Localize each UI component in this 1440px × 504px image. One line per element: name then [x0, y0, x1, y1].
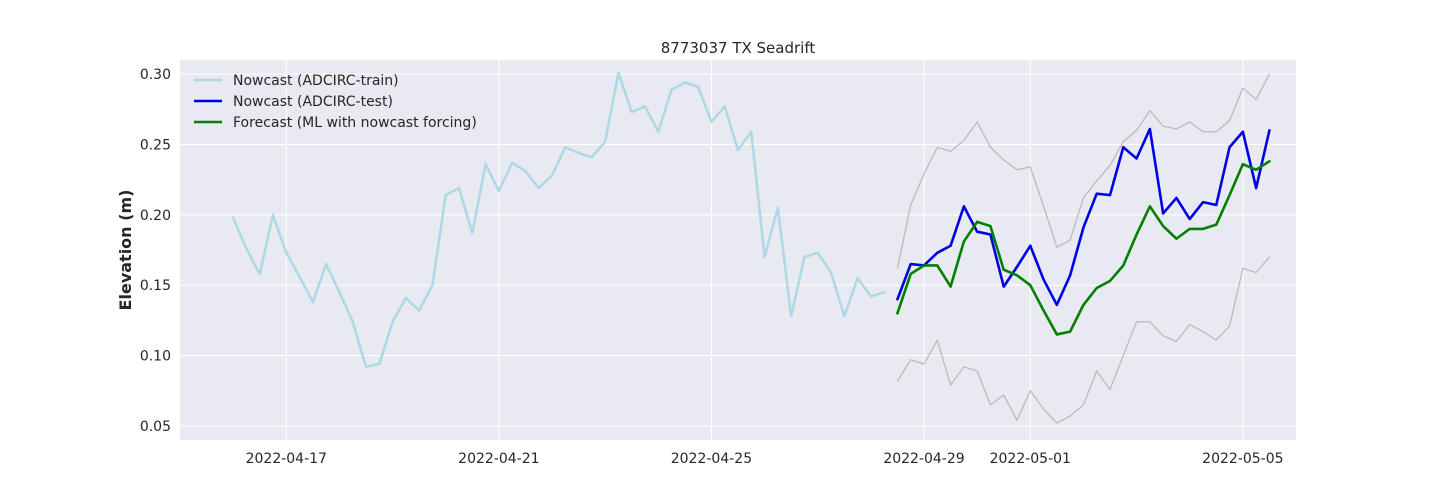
- plot-background: [180, 60, 1296, 440]
- y-axis-label: Elevation (m): [116, 190, 135, 311]
- series-line-forecast-ml-with-nowcast-forcing: [896, 160, 1271, 336]
- chart-title: 8773037 TX Seadrift: [661, 39, 816, 57]
- legend-label: Nowcast (ADCIRC-train): [233, 73, 399, 89]
- y-tick-label: 0.20: [140, 208, 171, 224]
- x-tick-label: 2022-04-17: [246, 451, 327, 467]
- series-line-lower-bound: [896, 256, 1271, 424]
- legend: Nowcast (ADCIRC-train) Nowcast (ADCIRC-te…: [194, 73, 477, 131]
- series-line-upper-bound: [896, 73, 1271, 269]
- y-tick-label: 0.05: [140, 419, 171, 435]
- x-axis-ticks: 2022-04-17 2022-04-21 2022-04-25 2022-04-29…: [246, 451, 1284, 467]
- y-tick-label: 0.30: [140, 67, 171, 83]
- y-axis-ticks: 0.05 0.10 0.15 0.20 0.25 0.30: [140, 67, 171, 435]
- grid: [180, 60, 1296, 440]
- legend-label: Forecast (ML with nowcast forcing): [233, 115, 477, 131]
- series-line-nowcast-adcirc-test: [896, 127, 1271, 307]
- x-tick-label: 2022-04-21: [458, 451, 539, 467]
- y-tick-label: 0.25: [140, 137, 171, 153]
- x-tick-label: 2022-05-05: [1202, 451, 1283, 467]
- y-tick-label: 0.10: [140, 349, 171, 365]
- x-tick-label: 2022-05-01: [990, 451, 1071, 467]
- series-line-nowcast-adcirc-train: [231, 71, 886, 369]
- legend-label: Nowcast (ADCIRC-test): [233, 94, 393, 110]
- y-tick-label: 0.15: [140, 278, 171, 294]
- x-tick-label: 2022-04-25: [671, 451, 752, 467]
- series-lines: [231, 71, 1271, 424]
- x-tick-label: 2022-04-29: [883, 451, 964, 467]
